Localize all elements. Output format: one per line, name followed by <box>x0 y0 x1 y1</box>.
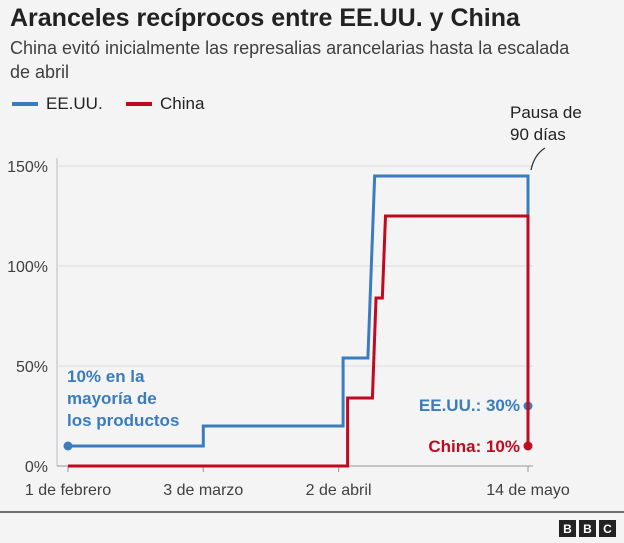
legend-item-china: China <box>126 94 204 114</box>
us-end-label: EE.UU.: 30% <box>418 396 520 415</box>
bbc-logo-c: C <box>599 520 616 537</box>
legend-swatch-china <box>126 102 152 106</box>
chart-subtitle: China evitó inicialmente las represalias… <box>10 38 570 82</box>
x-tick-label: 3 de marzo <box>163 482 243 499</box>
y-tick-label: 100% <box>7 259 48 276</box>
legend-item-us: EE.UU. <box>12 94 103 114</box>
legend-label-us: EE.UU. <box>46 94 103 113</box>
pause-annotation: Pausa de 90 días <box>510 102 582 146</box>
us-note-line2: mayoría de <box>67 389 157 408</box>
series-line-us <box>68 174 530 448</box>
bbc-logo-b2: B <box>579 520 596 537</box>
y-tick-label: 150% <box>7 159 48 176</box>
legend-swatch-us <box>12 102 38 106</box>
us-note: 10% en la mayoría de los productos <box>67 366 179 432</box>
start-marker-us <box>63 441 73 451</box>
y-tick-label: 50% <box>16 359 48 376</box>
pause-line1: Pausa de <box>510 103 582 122</box>
legend-label-china: China <box>160 94 205 113</box>
bbc-logo: B B C <box>559 520 616 537</box>
end-marker-china <box>523 441 533 451</box>
x-tick-label: 1 de febrero <box>25 482 111 499</box>
x-tick-label: 2 de abril <box>306 482 372 499</box>
china-end-label: China: 10% <box>428 437 520 456</box>
x-tick-label: 14 de mayo <box>486 482 570 499</box>
bbc-logo-b1: B <box>559 520 576 537</box>
us-note-line3: los productos <box>67 411 180 430</box>
pause-pointer <box>530 147 546 171</box>
y-tick-label: 0% <box>25 459 48 476</box>
series-line-china <box>68 214 530 468</box>
chart-title: Aranceles recíprocos entre EE.UU. y Chin… <box>10 4 520 32</box>
us-note-line1: 10% en la <box>67 367 145 386</box>
pause-line2: 90 días <box>510 125 566 144</box>
